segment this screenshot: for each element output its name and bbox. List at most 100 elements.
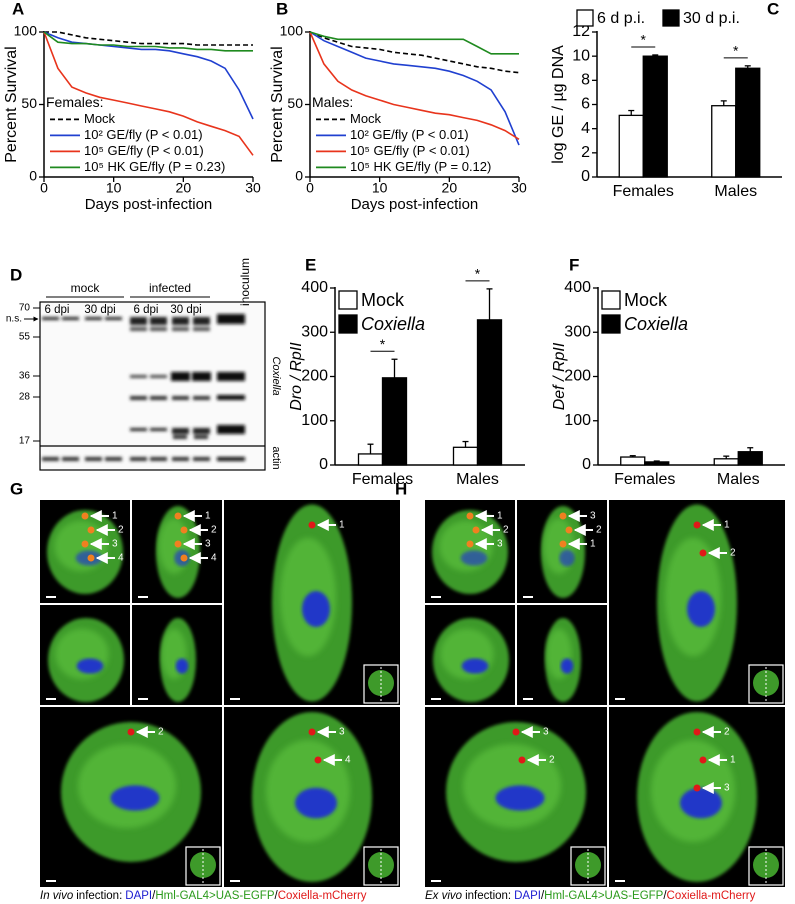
y-axis-label: Percent Survival bbox=[269, 46, 286, 163]
y-tick-label: 400 bbox=[564, 279, 591, 296]
bar bbox=[618, 114, 644, 178]
panel-label: D bbox=[10, 265, 22, 284]
band bbox=[150, 375, 167, 378]
panel-label: G bbox=[10, 479, 23, 498]
x-tick-label: Females bbox=[613, 183, 674, 200]
nucleus bbox=[76, 658, 104, 674]
y-tick-label: 0 bbox=[582, 456, 591, 473]
y-tick-label: 400 bbox=[301, 279, 328, 296]
legend-label: 10⁵ GE/fly (P < 0.01) bbox=[84, 143, 204, 158]
band bbox=[150, 457, 167, 461]
bar bbox=[452, 446, 479, 466]
coxiella bbox=[174, 512, 182, 520]
caption-part: Coxiella-mCherry bbox=[667, 890, 756, 902]
y-tick-label: 2 bbox=[581, 144, 590, 161]
survival-line bbox=[43, 31, 254, 156]
cell-texture bbox=[78, 744, 176, 828]
y-tick-label: 0 bbox=[295, 168, 303, 184]
nucleus bbox=[460, 550, 488, 566]
band bbox=[130, 396, 147, 400]
band bbox=[105, 317, 122, 320]
bar bbox=[642, 55, 668, 178]
arrow-label: 1 bbox=[339, 520, 345, 531]
coxiella bbox=[472, 526, 480, 534]
coxiella bbox=[693, 728, 701, 736]
band bbox=[62, 457, 79, 461]
legend-label: 10² GE/fly (P < 0.01) bbox=[350, 127, 469, 142]
legend-label: Mock bbox=[624, 290, 668, 310]
caption-part: / bbox=[152, 890, 156, 902]
marker-label: n.s. bbox=[6, 314, 22, 325]
band bbox=[172, 327, 189, 331]
x-tick-label: 0 bbox=[40, 180, 48, 196]
band bbox=[85, 457, 102, 461]
caption: Ex vivo infection: DAPI/Hml-GAL4>UAS-EGFP/… bbox=[425, 890, 756, 902]
lane-label: 6 dpi bbox=[45, 304, 70, 316]
group-label: infected bbox=[149, 281, 191, 295]
legend-label: 10⁵ HK GE/fly (P = 0.12) bbox=[350, 159, 491, 174]
band bbox=[217, 425, 245, 434]
band bbox=[130, 317, 147, 325]
band bbox=[42, 317, 59, 320]
coxiella bbox=[308, 728, 316, 736]
y-tick-label: 0 bbox=[581, 168, 590, 185]
band bbox=[217, 395, 245, 400]
y-tick-label: 10 bbox=[572, 47, 590, 64]
coxiella bbox=[518, 756, 526, 764]
survival-line bbox=[309, 31, 520, 146]
band bbox=[171, 372, 190, 381]
caption-part: In vivo bbox=[40, 890, 74, 902]
legend-label: 30 d p.i. bbox=[683, 10, 740, 27]
y-tick-label: 6 bbox=[581, 96, 590, 113]
marker-label: 36 bbox=[19, 371, 31, 382]
y-axis-label: Dro / RpII bbox=[288, 342, 305, 411]
arrow-label: 2 bbox=[158, 727, 164, 738]
legend-label: 10² GE/fly (P < 0.01) bbox=[84, 127, 203, 142]
arrow-label: 2 bbox=[596, 525, 602, 536]
x-tick-label: 10 bbox=[372, 180, 388, 196]
band bbox=[105, 457, 122, 461]
group-label: mock bbox=[71, 281, 101, 295]
coxiella bbox=[127, 728, 135, 736]
legend-label: Mock bbox=[361, 290, 405, 310]
coxiella bbox=[174, 540, 182, 548]
coxiella bbox=[87, 526, 95, 534]
bar bbox=[735, 67, 761, 178]
coxiella bbox=[81, 512, 89, 520]
arrow-label: 2 bbox=[211, 525, 217, 536]
y-axis-label: Def / RpII bbox=[551, 342, 568, 410]
arrow-label: 4 bbox=[345, 755, 351, 766]
significance-label: * bbox=[475, 266, 481, 282]
caption-part: Coxiella-mCherry bbox=[278, 890, 367, 902]
legend-label: Mock bbox=[84, 111, 116, 126]
x-tick-label: 20 bbox=[442, 180, 458, 196]
nucleus bbox=[560, 658, 574, 674]
legend-label: Mock bbox=[350, 111, 382, 126]
coxiella bbox=[466, 540, 474, 548]
coxiella bbox=[512, 728, 520, 736]
coxiella bbox=[699, 756, 707, 764]
arrow-label: 2 bbox=[724, 727, 730, 738]
legend-swatch bbox=[576, 9, 594, 27]
band bbox=[130, 428, 147, 431]
y-tick-label: 100 bbox=[14, 23, 38, 39]
legend-title: Males: bbox=[312, 94, 353, 110]
caption-part: infection: bbox=[465, 890, 511, 902]
legend-swatch bbox=[601, 314, 621, 334]
y-tick-label: 300 bbox=[301, 323, 328, 340]
y-tick-label: 100 bbox=[301, 412, 328, 429]
panel-label: A bbox=[12, 0, 24, 18]
marker-label: 55 bbox=[19, 332, 31, 343]
legend-label: 6 d p.i. bbox=[597, 10, 645, 27]
coxiella bbox=[466, 512, 474, 520]
x-tick-label: Males bbox=[456, 471, 499, 488]
coxiella bbox=[180, 526, 188, 534]
nucleus bbox=[302, 591, 330, 627]
band bbox=[172, 428, 189, 434]
x-tick-label: Males bbox=[714, 183, 757, 200]
band bbox=[193, 428, 210, 434]
band bbox=[217, 372, 245, 381]
nucleus bbox=[175, 658, 189, 674]
arrow-label: 1 bbox=[724, 520, 730, 531]
y-tick-label: 300 bbox=[564, 323, 591, 340]
